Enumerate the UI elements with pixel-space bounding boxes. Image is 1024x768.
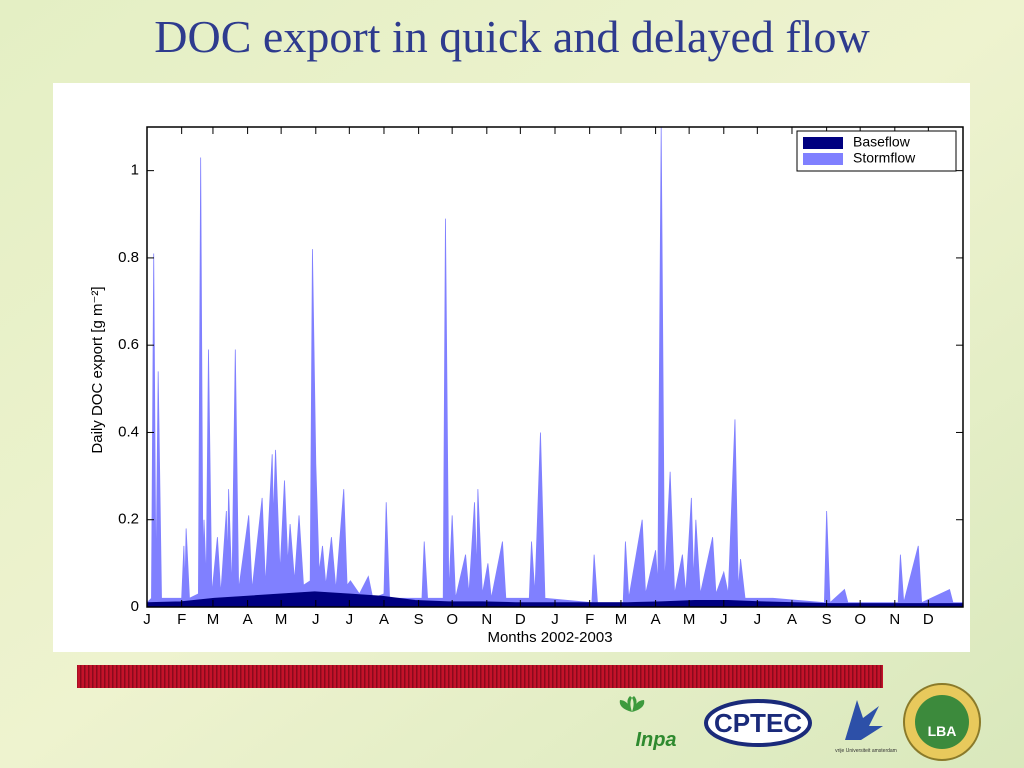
x-tick-label: O — [446, 611, 458, 628]
x-tick-label: S — [822, 611, 832, 628]
inpa-logo: Inpa — [619, 696, 677, 751]
x-tick-label: D — [923, 611, 934, 628]
x-tick-label: J — [143, 611, 151, 628]
x-tick-label: F — [585, 611, 594, 628]
x-tick-label: M — [275, 611, 288, 628]
legend-swatch — [803, 153, 843, 165]
lba-logo: LBA — [903, 683, 981, 761]
legend-label: Baseflow — [853, 134, 911, 150]
x-tick-label: O — [854, 611, 866, 628]
vu-text: vrije Universiteit amsterdam — [835, 748, 897, 754]
chart: 00.20.40.60.81J F M A M J J A S O N D J F M A M J J A S O N DMo… — [89, 126, 964, 646]
x-tick-label: A — [243, 611, 253, 628]
x-tick-label: J — [754, 611, 762, 628]
x-axis-label: Months 2002-2003 — [487, 629, 612, 646]
x-tick-label: J — [312, 611, 320, 628]
x-tick-label: D — [515, 611, 526, 628]
area-series — [146, 591, 964, 608]
inpa-text: Inpa — [635, 729, 676, 751]
y-tick-label: 0.8 — [118, 249, 139, 266]
x-tick-label: J — [551, 611, 559, 628]
legend-label: Stormflow — [853, 150, 916, 166]
inpa-icon — [619, 696, 645, 712]
y-tick-label: 0.6 — [118, 336, 139, 353]
x-tick-label: J — [720, 611, 728, 628]
x-tick-label: F — [177, 611, 186, 628]
x-tick-label: J — [346, 611, 354, 628]
x-tick-label: A — [379, 611, 389, 628]
y-tick-label: 1 — [131, 162, 139, 179]
x-tick-label: A — [787, 611, 797, 628]
y-tick-label: 0 — [131, 598, 139, 615]
cptec-text: CPTEC — [714, 708, 802, 738]
y-axis-label: Daily DOC export [g m⁻²] — [89, 286, 106, 453]
area-series — [146, 126, 964, 608]
slide-title: DOC export in quick and delayed flow — [154, 11, 870, 62]
y-tick-label: 0.4 — [118, 423, 139, 440]
y-tick-label: 0.2 — [118, 511, 139, 528]
lba-globe — [915, 695, 969, 749]
x-tick-label: N — [889, 611, 900, 628]
cptec-logo: CPTEC — [704, 699, 812, 747]
x-tick-label: M — [615, 611, 628, 628]
divider-bar — [77, 665, 883, 688]
x-tick-label: N — [481, 611, 492, 628]
x-tick-label: A — [651, 611, 661, 628]
x-tick-label: S — [414, 611, 424, 628]
legend-swatch — [803, 137, 843, 149]
x-tick-label: M — [207, 611, 220, 628]
vu-logo: vrije Universiteit amsterdam — [835, 700, 897, 754]
vu-icon — [845, 700, 883, 740]
chart-panel — [53, 83, 970, 652]
lba-text: LBA — [928, 723, 957, 739]
cptec-ring — [704, 699, 812, 747]
x-tick-label: M — [683, 611, 696, 628]
